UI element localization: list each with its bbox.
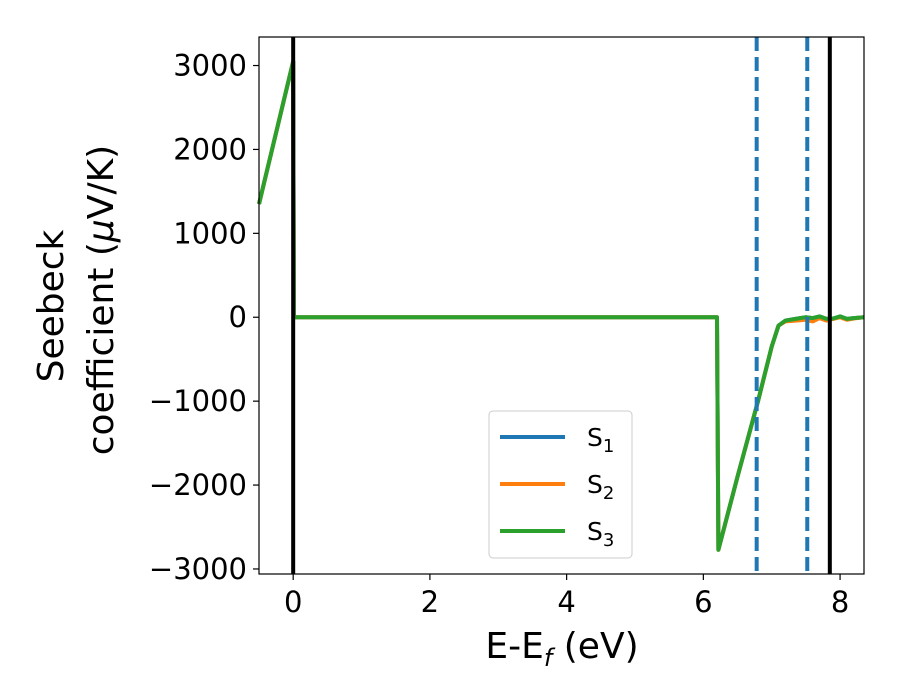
x-tick-label-3: 6	[694, 585, 712, 619]
y-tick-label-0: −3000	[149, 552, 247, 586]
svg-text:S2: S2	[587, 470, 614, 504]
legend-entry-s3: S3	[500, 517, 614, 551]
x-axis-title: E-Ef (eV)	[485, 626, 638, 672]
series-line-s3	[257, 59, 865, 552]
y-tick-label-4: 1000	[173, 216, 247, 250]
y-tick-label-1: −2000	[149, 468, 247, 502]
y-tick-label-6: 3000	[173, 49, 247, 83]
y-tick-label-5: 2000	[173, 132, 247, 166]
legend-sub-s3: 3	[603, 530, 614, 551]
y-tick-label-2: −1000	[149, 384, 247, 418]
y-axis-title-line2: coefficient (μV/K)	[81, 145, 122, 455]
plot-frame	[258, 36, 865, 575]
vline-layer	[291, 37, 832, 574]
legend-label-s3: S	[587, 517, 603, 546]
y-axis-title-unit: V/K)	[81, 145, 122, 219]
legend-label-s2: S	[587, 470, 603, 499]
legend-entry-s2: S2	[500, 470, 614, 504]
series-layer	[257, 59, 865, 552]
legend-label-s1: S	[587, 423, 603, 452]
svg-text:S3: S3	[587, 517, 614, 551]
tick-layer: 0 2 4 6 8 −3000 −2000 −1000 0 1000 2000 3000	[149, 49, 849, 619]
x-axis-title-main: E-E	[485, 626, 543, 667]
legend-entry-s1: S1	[500, 423, 614, 457]
svg-text:S1: S1	[587, 423, 614, 457]
y-axis-title-line1: Seebeck	[31, 229, 72, 382]
y-tick-label-3: 0	[229, 300, 247, 334]
x-tick-label-1: 2	[421, 585, 439, 619]
legend-sub-s1: 1	[603, 436, 614, 457]
legend: S1 S2 S3	[488, 410, 633, 559]
x-axis-title-unit: (eV)	[552, 626, 638, 667]
x-tick-label-2: 4	[557, 585, 575, 619]
y-axis-title-coef: coefficient (	[81, 242, 122, 455]
x-tick-label-0: 0	[284, 585, 302, 619]
y-axis-title-mu: μ	[81, 219, 122, 243]
legend-sub-s2: 2	[603, 483, 614, 504]
x-tick-label-4: 8	[831, 585, 849, 619]
